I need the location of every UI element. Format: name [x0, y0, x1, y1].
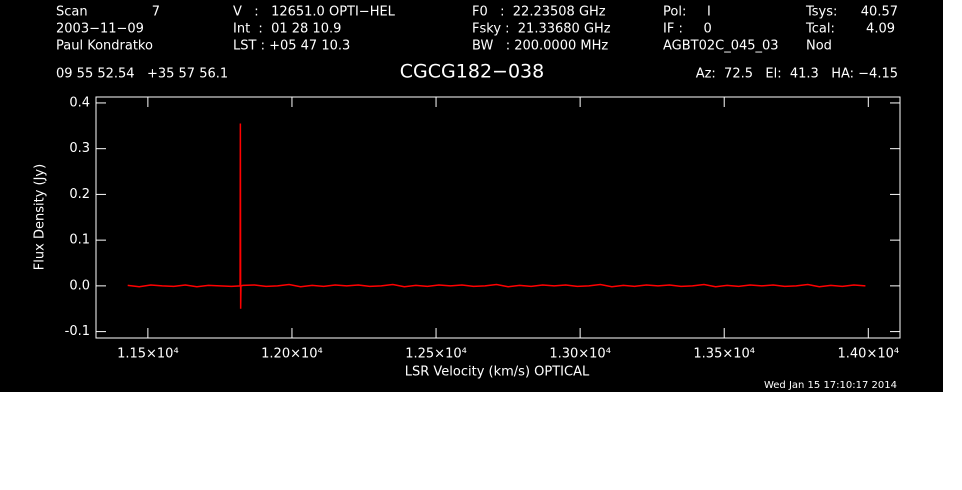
y-tick-label: 0.2: [69, 187, 90, 202]
footer-date: Wed Jan 15 17:10:17 2014: [764, 380, 897, 391]
header-text: Nod: [806, 39, 832, 54]
header-text: Fsky : 21.33680 GHz: [472, 22, 611, 37]
header-text: Pol: I: [663, 5, 711, 20]
header-text: Tsys:: [805, 5, 837, 20]
y-tick-label: 0.0: [69, 278, 90, 293]
x-axis-label: LSR Velocity (km/s) OPTICAL: [405, 365, 590, 380]
az-el: Az: 72.5 El: 41.3 HA: −4.15: [696, 67, 898, 82]
header-text: V : 12651.0 OPTI−HEL: [233, 5, 396, 20]
header-text: AGBT02C_045_03: [663, 39, 779, 54]
x-tick-label: 1.30×10⁴: [549, 347, 611, 362]
header-text: F0 : 22.23508 GHz: [472, 5, 606, 20]
x-tick-label: 1.40×10⁴: [838, 347, 900, 362]
header-text: 2003−11−09: [56, 22, 144, 37]
header-text: 7: [152, 5, 160, 20]
header-text: BW : 200.0000 MHz: [472, 39, 608, 54]
x-tick-label: 1.25×10⁴: [405, 347, 467, 362]
header-text: Scan: [56, 5, 88, 20]
header-text: Paul Kondratko: [56, 39, 153, 54]
y-tick-label: 0.4: [69, 95, 90, 110]
x-tick-label: 1.15×10⁴: [117, 347, 179, 362]
y-axis-label: Flux Density (Jy): [33, 164, 48, 270]
x-tick-label: 1.20×10⁴: [261, 347, 323, 362]
spectrum-line: [127, 123, 866, 309]
chart-title: CGCG182−038: [400, 61, 544, 83]
x-tick-label: 1.35×10⁴: [693, 347, 755, 362]
header-text: 40.57: [861, 5, 898, 20]
header-text: Tcal:: [805, 22, 835, 37]
header-text: LST : +05 47 10.3: [233, 39, 350, 54]
header-text: IF : 0: [663, 22, 712, 37]
coordinates: 09 55 52.54 +35 57 56.1: [56, 67, 228, 82]
plot-frame: [95, 96, 901, 339]
header-text: Int : 01 28 10.9: [233, 22, 341, 37]
y-tick-label: -0.1: [65, 324, 90, 339]
plot-background: [0, 0, 943, 392]
y-tick-label: 0.1: [69, 233, 90, 248]
header-text: 4.09: [866, 22, 895, 37]
y-tick-label: 0.3: [69, 141, 90, 156]
